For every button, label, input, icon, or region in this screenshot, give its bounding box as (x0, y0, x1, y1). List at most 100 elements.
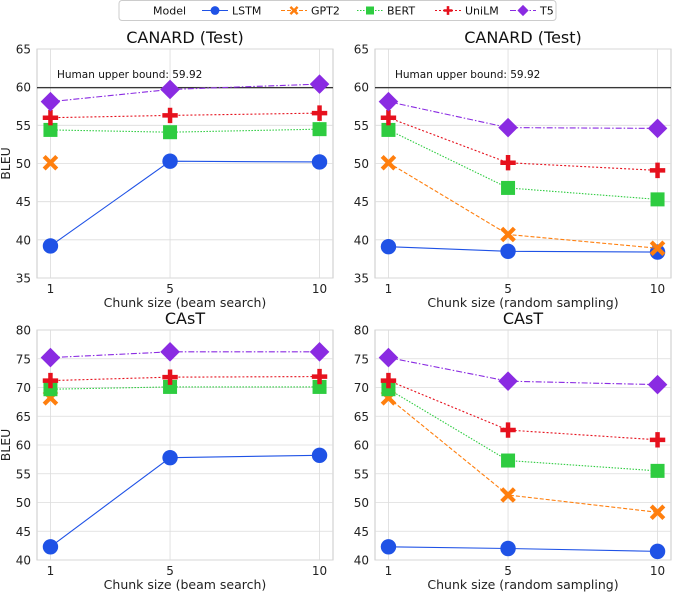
legend-label: UniLM (465, 5, 499, 18)
legend-marker (210, 6, 220, 15)
data-point (162, 369, 178, 385)
data-point (162, 449, 178, 466)
series-gpt2 (42, 154, 59, 171)
y-tick-label: 60 (16, 81, 31, 95)
y-tick-label: 35 (354, 272, 369, 286)
x-tick-label: 1 (385, 564, 393, 578)
data-point (380, 239, 397, 255)
data-point (380, 372, 397, 389)
y-axis-label: BLEU (0, 147, 13, 180)
data-point (381, 122, 396, 137)
y-axis-label: BLEU (0, 429, 13, 462)
x-axis-label: Chunk size (random sampling) (427, 577, 618, 592)
data-point (649, 240, 666, 257)
x-tick-label: 1 (47, 564, 55, 578)
data-point (162, 153, 178, 169)
data-point (42, 539, 59, 555)
data-point (380, 110, 397, 126)
data-point (501, 453, 516, 468)
data-point (500, 243, 516, 259)
series-bert (43, 122, 327, 140)
y-tick-label: 60 (354, 81, 369, 95)
y-tick-label: 55 (16, 467, 31, 481)
series-t5 (378, 91, 668, 139)
y-tick-label: 40 (16, 233, 31, 247)
y-tick-label: 50 (16, 496, 31, 510)
data-point (43, 122, 58, 137)
series-line (50, 128, 320, 133)
data-point (649, 504, 666, 521)
series-gpt2 (380, 154, 666, 257)
y-tick-label: 35 (16, 272, 31, 286)
series-lstm (42, 447, 328, 555)
x-tick-label: 10 (312, 282, 327, 296)
x-tick-label: 1 (47, 282, 55, 296)
y-tick-label: 55 (354, 119, 369, 133)
data-point (160, 342, 180, 362)
data-point (311, 447, 328, 464)
y-tick-label: 80 (354, 324, 369, 338)
legend-label: T5 (539, 5, 554, 18)
series-t5 (378, 347, 668, 395)
data-point (163, 125, 178, 140)
legend-item-t5: T5 (510, 5, 554, 18)
data-point (311, 105, 328, 121)
y-tick-label: 50 (16, 157, 31, 171)
y-tick-label: 65 (354, 410, 369, 424)
y-tick-label: 55 (16, 119, 31, 133)
y-tick-label: 40 (354, 233, 369, 247)
y-tick-label: 40 (16, 554, 31, 568)
data-point (378, 91, 399, 112)
y-tick-label: 45 (16, 525, 31, 539)
series-unilm (42, 105, 328, 126)
legend-label: BERT (387, 5, 415, 18)
data-point (501, 180, 516, 195)
legend-item-bert: BERT (357, 5, 415, 18)
reference-line-label: Human upper bound: 59.92 (395, 69, 540, 81)
legend-item-unilm: UniLM (435, 5, 499, 18)
legend-item-gpt2: GPT2 (281, 5, 340, 18)
data-point (40, 91, 61, 112)
data-point (312, 122, 327, 137)
y-tick-label: 70 (16, 381, 31, 395)
data-point (381, 382, 396, 397)
y-tick-label: 50 (354, 157, 369, 171)
series-lstm (380, 539, 666, 560)
data-point (498, 371, 518, 391)
data-point (649, 432, 666, 448)
y-tick-label: 60 (354, 439, 369, 453)
x-tick-label: 1 (385, 282, 393, 296)
y-tick-label: 75 (354, 352, 369, 366)
y-tick-label: 55 (354, 467, 369, 481)
panel-canard-sampling: 35 40 45 50 55 60 65 1 5 10 CANARD (Test) Chunk siz… (354, 28, 672, 310)
data-point (309, 74, 330, 94)
chart-title: CANARD (Test) (126, 28, 244, 47)
data-point (311, 368, 328, 385)
legend-label: LSTM (232, 5, 261, 18)
data-point (500, 422, 516, 438)
data-point (500, 155, 516, 171)
series-t5 (40, 342, 330, 368)
data-point (647, 118, 668, 139)
data-point (311, 154, 328, 170)
chart-title: CAsT (165, 309, 205, 328)
data-point (498, 117, 518, 138)
series-line (50, 386, 320, 390)
data-point (163, 379, 178, 394)
series-line (388, 101, 658, 129)
x-axis-label: Chunk size (beam search) (104, 295, 267, 310)
data-point (650, 192, 665, 207)
series-t5 (40, 74, 330, 112)
y-tick-label: 50 (354, 496, 369, 510)
series-unilm (380, 110, 666, 179)
data-point (160, 79, 180, 100)
series-lstm (380, 239, 666, 260)
y-tick-label: 80 (16, 324, 31, 338)
panel-cast-sampling: 40 45 50 55 60 65 70 75 80 1 5 10 CAsT Chunk size (ra… (354, 309, 672, 592)
y-tick-label: 45 (354, 195, 369, 209)
data-point (500, 540, 516, 557)
data-point (650, 463, 665, 478)
series-bert (381, 382, 665, 478)
data-point (649, 162, 666, 179)
y-tick-label: 60 (16, 439, 31, 453)
